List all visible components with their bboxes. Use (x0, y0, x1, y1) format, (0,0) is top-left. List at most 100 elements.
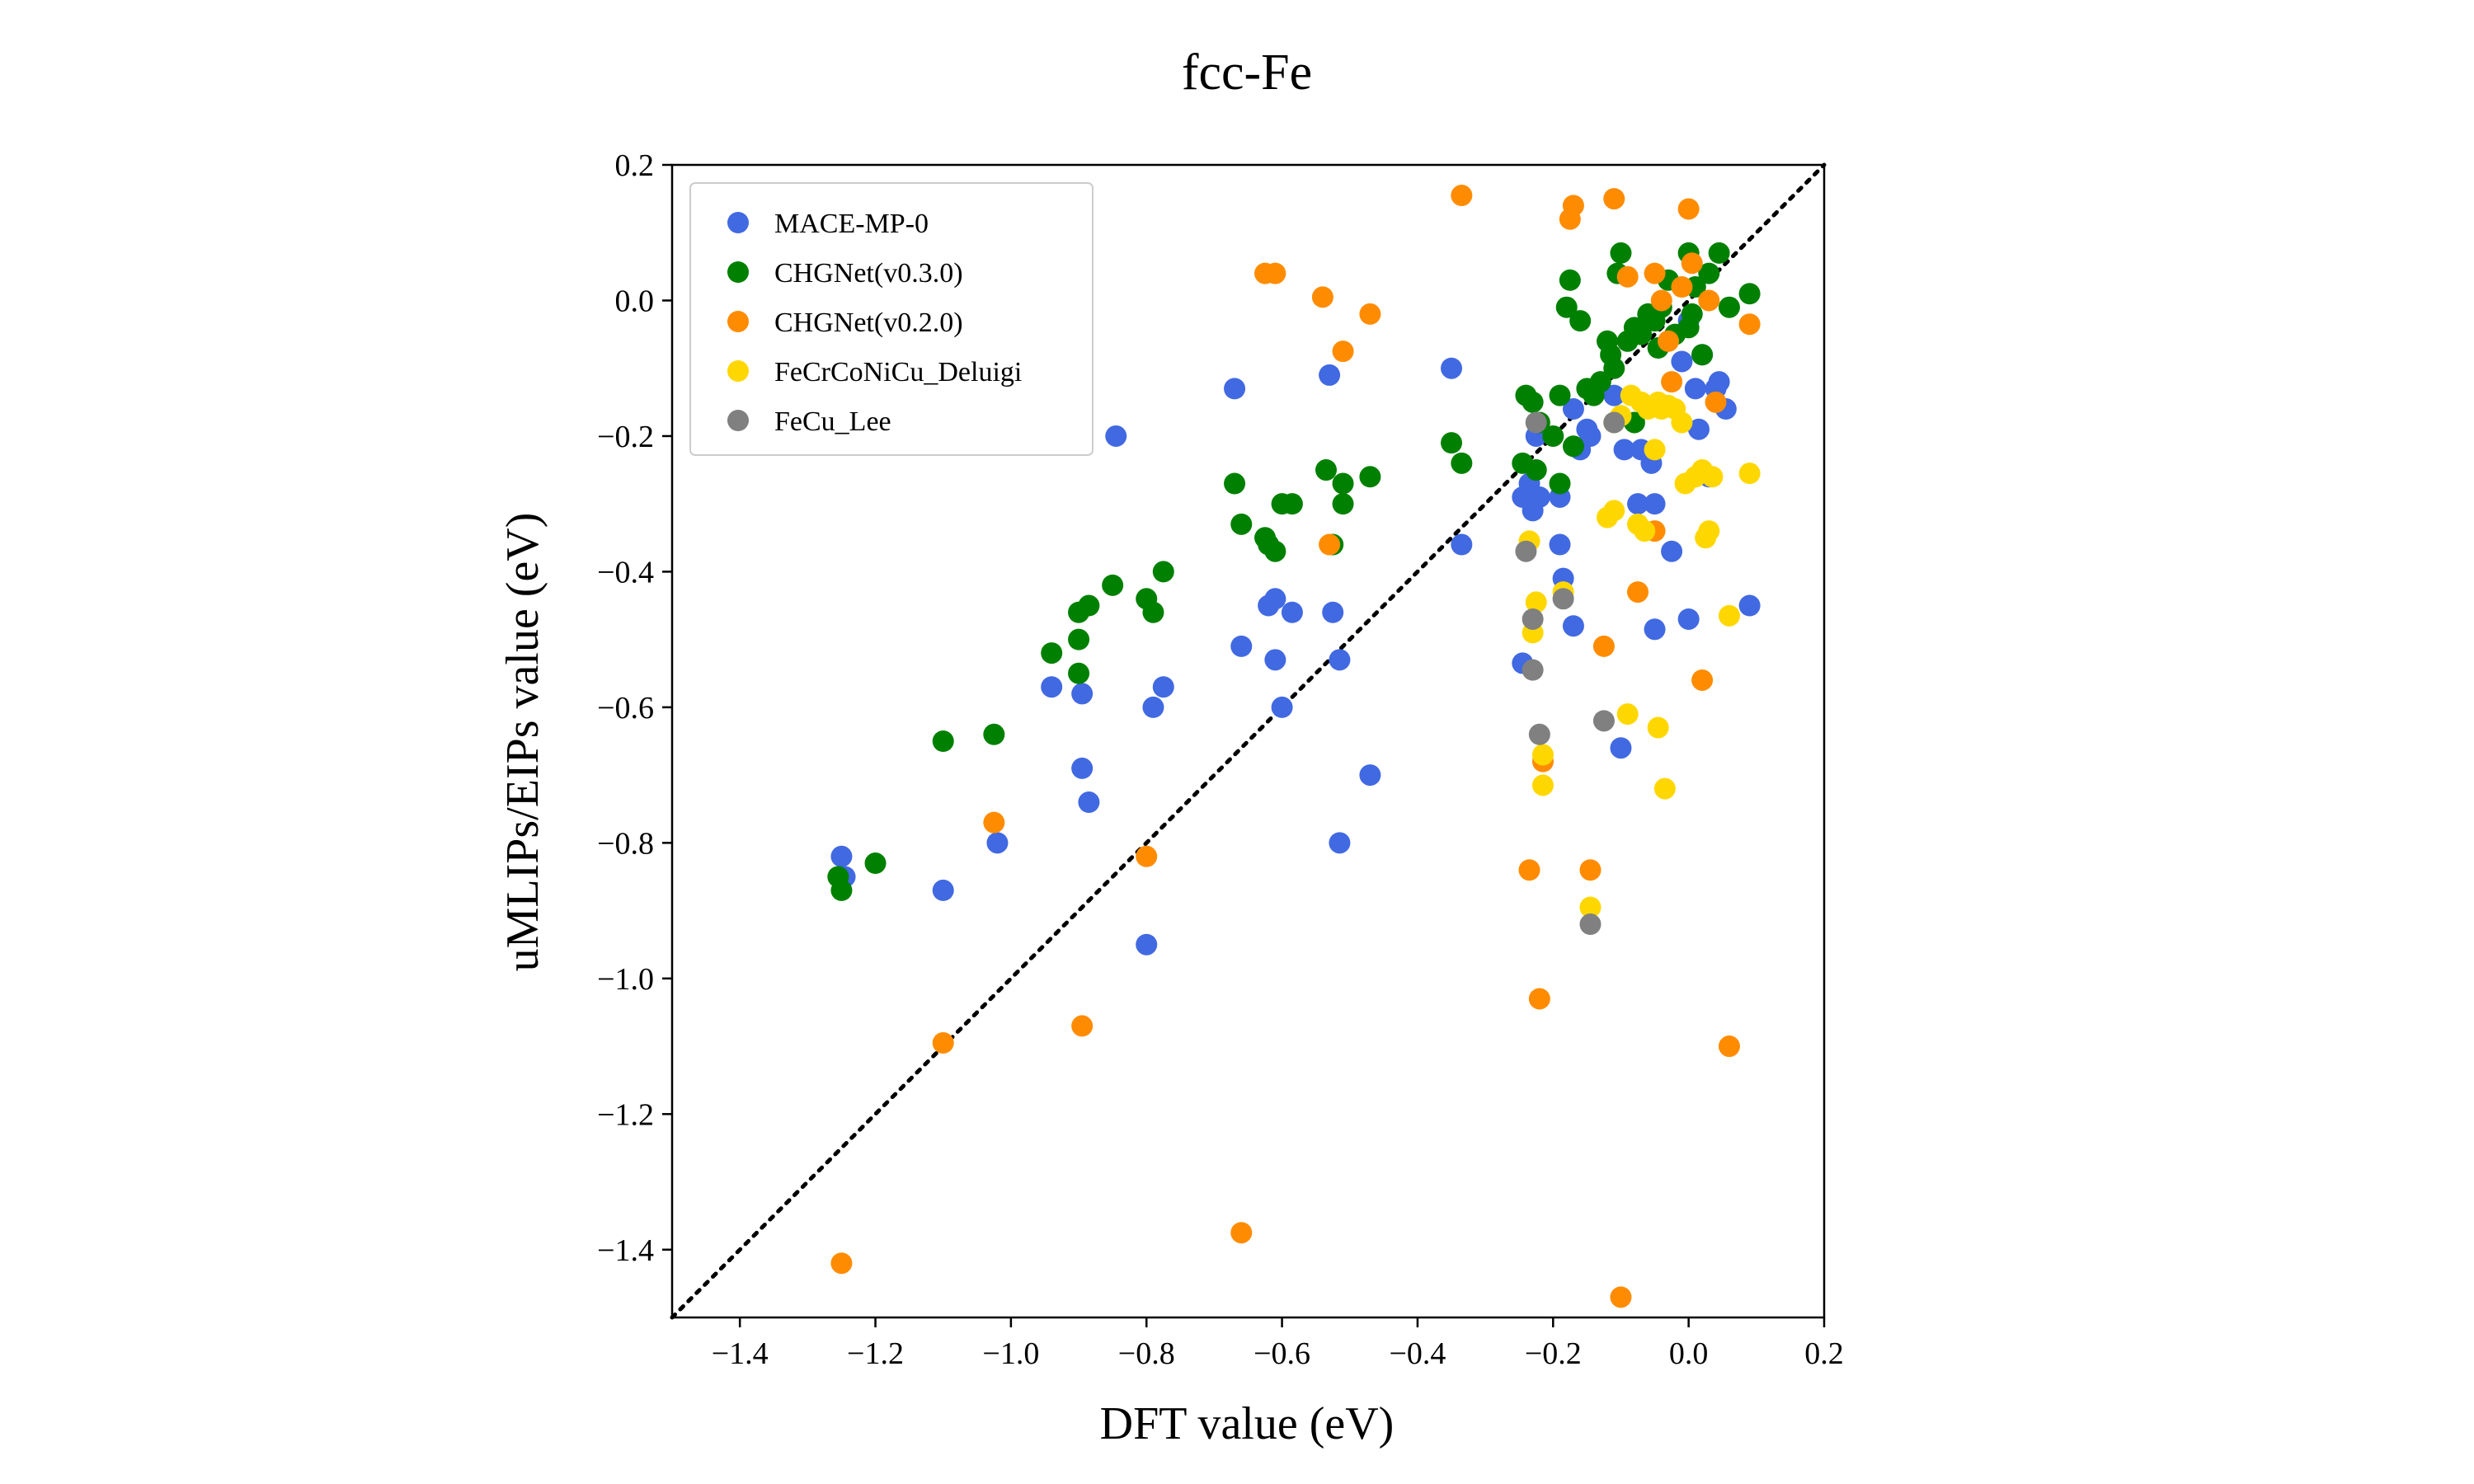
x-axis: −1.4 −1.2 −1.0 −0.8 −0.6 −0.4 −0.2 0.0 0.2 (712, 1317, 1844, 1371)
data-point (1738, 283, 1761, 305)
data-point (1718, 1036, 1740, 1058)
legend-label: FeCrCoNiCu_Deluigi (774, 357, 1022, 387)
data-point (1603, 384, 1625, 406)
data-point (864, 852, 887, 875)
data-point (1528, 723, 1550, 745)
data-point (1102, 574, 1124, 596)
data-point (1691, 344, 1714, 366)
data-point (1592, 710, 1615, 732)
data-point (1071, 757, 1094, 779)
data-point (1264, 649, 1286, 671)
x-tick-label: −1.0 (982, 1336, 1039, 1371)
data-point (1525, 459, 1547, 481)
data-point (830, 845, 853, 867)
legend-marker (727, 360, 749, 382)
data-point (932, 730, 954, 752)
legend-label: MACE-MP-0 (774, 209, 929, 239)
data-point (983, 811, 1005, 834)
data-point (1230, 513, 1253, 535)
data-point (1441, 432, 1463, 454)
data-point (1041, 642, 1063, 665)
data-point (1152, 676, 1174, 698)
data-point (1559, 269, 1581, 291)
data-point (1569, 310, 1592, 332)
y-tick-label: 0.2 (615, 148, 655, 183)
data-point (1531, 744, 1554, 766)
x-tick-label: −0.2 (1525, 1336, 1582, 1371)
data-point (932, 879, 954, 901)
data-point (1136, 933, 1158, 956)
series-2 (830, 185, 1761, 1308)
data-point (1531, 774, 1554, 796)
data-point (1677, 608, 1700, 630)
data-point (1644, 618, 1666, 641)
data-point (1603, 411, 1625, 434)
data-point (1329, 649, 1351, 671)
x-tick-label: 0.0 (1669, 1336, 1709, 1371)
reference-diagonal-line (670, 162, 1827, 1320)
data-point (1644, 439, 1666, 461)
data-point (1555, 296, 1578, 318)
data-point (1698, 262, 1720, 284)
data-point (1359, 764, 1381, 787)
data-point (1525, 411, 1547, 434)
data-point (1359, 466, 1381, 488)
data-point (1230, 635, 1253, 657)
data-point (1271, 696, 1293, 718)
data-point (1671, 276, 1693, 298)
data-point (1522, 608, 1544, 630)
data-point (830, 1252, 853, 1275)
data-point (1319, 533, 1341, 556)
data-point (1041, 676, 1063, 698)
data-point (1071, 683, 1094, 705)
data-point (1661, 540, 1683, 562)
data-point (1644, 262, 1666, 284)
data-point (1224, 472, 1246, 495)
x-tick-label: −1.4 (712, 1336, 769, 1371)
data-point (1657, 330, 1679, 352)
plot-frame (670, 163, 1826, 1319)
data-point (1738, 594, 1761, 617)
data-point (1441, 357, 1463, 379)
data-point (1281, 601, 1303, 623)
data-point (1451, 452, 1473, 474)
data-point (1562, 398, 1584, 420)
data-point (1708, 242, 1730, 264)
data-point (1332, 493, 1354, 515)
y-tick-label: −0.6 (597, 691, 654, 726)
data-point (1078, 791, 1100, 814)
data-point (1549, 533, 1571, 556)
data-point (1528, 486, 1550, 508)
data-point (1281, 493, 1303, 515)
data-point (1264, 540, 1286, 562)
data-point (1152, 561, 1174, 583)
legend-label: FeCu_Lee (774, 406, 891, 437)
y-tick-label: −0.2 (597, 420, 654, 454)
data-point (1311, 286, 1333, 308)
data-point (1708, 371, 1730, 393)
y-tick-label: −1.4 (597, 1233, 654, 1268)
data-point (1230, 1222, 1253, 1244)
data-point (1671, 350, 1693, 373)
data-point (1528, 988, 1550, 1010)
legend-marker (727, 212, 749, 233)
data-point (1071, 1015, 1094, 1037)
data-point (983, 723, 1005, 745)
data-point (1681, 303, 1703, 325)
data-point (1681, 252, 1703, 275)
data-point (1579, 896, 1602, 918)
data-point (1264, 588, 1286, 610)
data-point (1552, 588, 1574, 610)
data-point (1525, 591, 1547, 613)
data-point (1603, 357, 1625, 379)
data-point (1329, 832, 1351, 854)
series-4 (1515, 411, 1625, 936)
data-point (1691, 669, 1714, 691)
data-point (1592, 635, 1615, 657)
data-point (1562, 435, 1584, 458)
data-point (1589, 371, 1611, 393)
data-point (1515, 540, 1537, 562)
data-point (1579, 859, 1602, 881)
data-point (1105, 425, 1127, 447)
